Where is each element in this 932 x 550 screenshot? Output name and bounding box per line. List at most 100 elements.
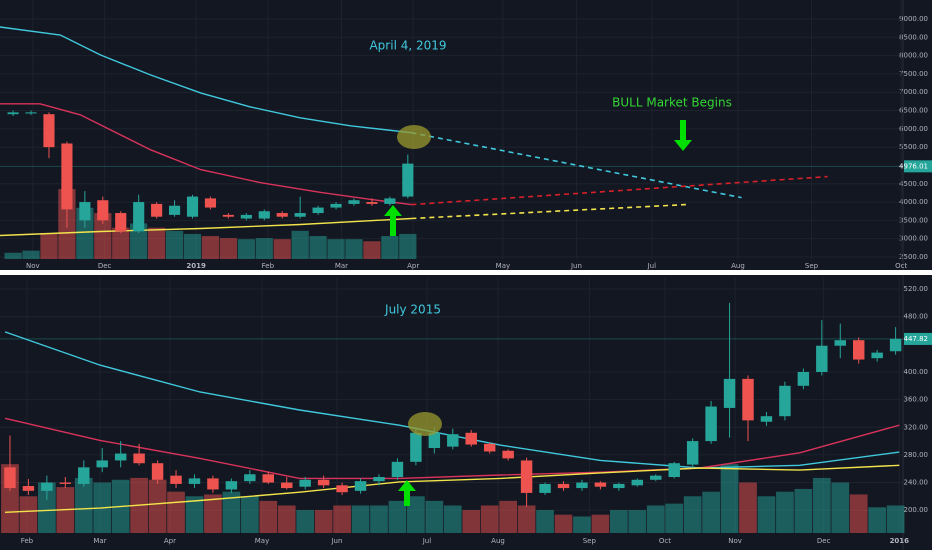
volume-bar: [167, 491, 185, 533]
candle-body: [240, 214, 252, 219]
volume-bar: [296, 510, 315, 533]
moving-average: [0, 26, 412, 134]
y-tick-label: 3000.00: [899, 235, 928, 243]
highlight-ellipse: [408, 412, 442, 436]
x-tick-label: Feb: [21, 537, 34, 545]
volume-bar: [757, 496, 776, 533]
highlight-ellipse: [397, 125, 431, 149]
annotation: BULL Market Begins: [612, 96, 732, 110]
x-tick-label: Nov: [26, 262, 40, 270]
candle-body: [43, 114, 55, 148]
candle-body: [186, 196, 199, 217]
volume-bar: [222, 491, 241, 533]
x-tick-label: Mar: [335, 262, 348, 270]
x-tick-label: Sep: [583, 537, 597, 545]
candle-body: [723, 378, 736, 408]
candle-body: [465, 432, 477, 445]
volume-bar: [38, 482, 56, 533]
x-tick-label: Sep: [805, 262, 819, 270]
candle-body: [348, 200, 360, 204]
volume-bar: [370, 505, 388, 533]
candle-body: [410, 432, 422, 462]
arrow: [384, 205, 402, 236]
volume-bar: [425, 500, 444, 533]
arrow: [674, 120, 692, 151]
candle-body: [502, 450, 514, 459]
volume-bar: [148, 227, 166, 259]
candle-body: [594, 482, 607, 487]
y-tick-label: 4500.00: [899, 180, 928, 188]
annotation: July 2015: [384, 303, 441, 317]
candle-body: [312, 207, 324, 214]
annotation: April 4, 2019: [369, 39, 446, 53]
volume-bar: [94, 213, 112, 259]
candle-body: [299, 479, 311, 487]
y-tick-label: 2500.00: [899, 253, 928, 261]
candle-body: [520, 460, 533, 493]
volume-bar: [609, 510, 628, 533]
x-tick-label: Jul: [647, 262, 657, 270]
volume-bar: [130, 223, 148, 259]
candle-body: [852, 340, 865, 360]
volume-bar: [4, 252, 22, 259]
volume-bar: [204, 494, 222, 533]
candle-body: [244, 474, 256, 482]
candle-body: [79, 202, 91, 221]
volume-bar: [277, 505, 296, 533]
candle-body: [797, 371, 810, 386]
y-tick-label: 6000.00: [899, 125, 928, 133]
candle-body: [258, 211, 270, 219]
x-tick-label: Aug: [491, 537, 505, 545]
candle-body: [557, 483, 570, 489]
volume-bar: [407, 496, 425, 533]
volume-bar: [22, 250, 40, 259]
candle-body: [115, 213, 127, 232]
volume-bar: [291, 230, 309, 259]
y-tick-label: 5500.00: [899, 143, 928, 151]
candle-body: [25, 112, 37, 114]
panel-separator: [0, 270, 932, 275]
volume-bar: [849, 494, 868, 533]
volume-bar: [665, 503, 684, 533]
volume-bar: [74, 477, 93, 533]
moving-average: [4, 417, 900, 480]
volume-bar: [255, 238, 273, 259]
volume-bar: [183, 233, 202, 259]
candle-body: [151, 203, 163, 217]
volume-bar: [309, 236, 327, 259]
candle-body: [78, 467, 90, 484]
candle-body: [447, 434, 459, 447]
candle-body: [59, 482, 72, 484]
candle-body: [170, 475, 182, 484]
candle-body: [294, 213, 306, 217]
candle-body: [188, 478, 201, 484]
y-tick-label: 520.00: [904, 285, 929, 293]
candle-body: [336, 485, 348, 493]
candle-body: [354, 481, 367, 491]
volume-bar: [76, 207, 94, 259]
candle-body: [384, 198, 396, 204]
projection-line: [411, 131, 742, 199]
volume-bar: [351, 505, 370, 533]
x-tick-label: 2019: [186, 262, 206, 270]
volume-bar: [720, 464, 739, 533]
x-tick-label: Apr: [407, 262, 419, 270]
candle-body: [317, 479, 330, 486]
volume-bar: [499, 500, 518, 533]
x-tick-label: Jul: [422, 537, 432, 545]
volume-bar: [536, 510, 554, 533]
candle-body: [889, 338, 902, 352]
candle-body: [133, 202, 145, 232]
projection-line: [411, 175, 828, 206]
last-price-tag: [904, 332, 932, 345]
y-tick-label: 7500.00: [899, 70, 928, 78]
volume-bar: [554, 514, 573, 533]
candle-body: [366, 202, 378, 204]
y-tick-label: 360.00: [904, 396, 929, 404]
volume-bar: [388, 500, 407, 533]
x-tick-label: 2016: [890, 537, 910, 545]
y-tick-label: 320.00: [904, 423, 929, 431]
x-tick-label: Dec: [98, 262, 112, 270]
volume-bar: [739, 482, 757, 533]
x-tick-label: Apr: [164, 537, 176, 545]
